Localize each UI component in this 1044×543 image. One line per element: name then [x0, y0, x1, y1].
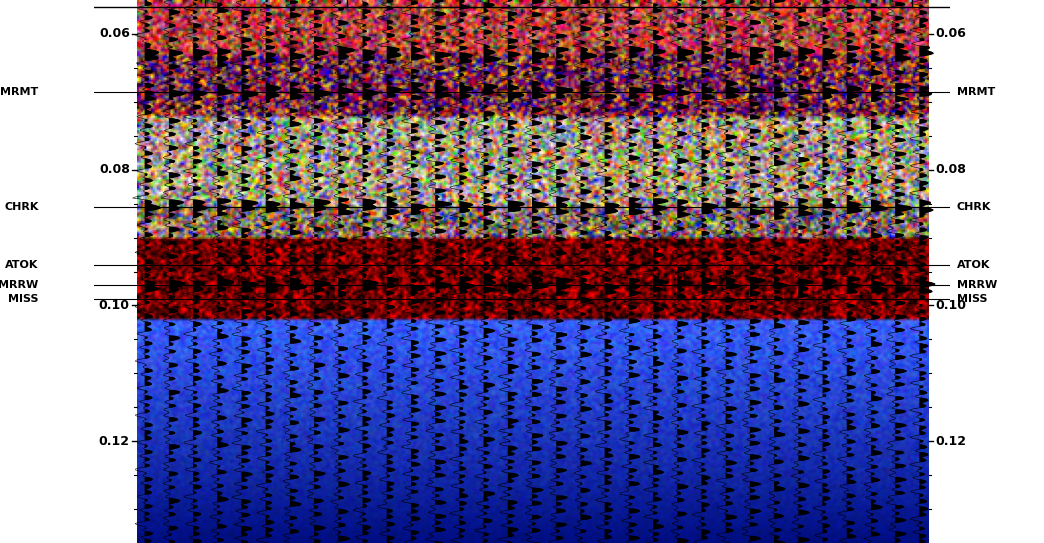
- Text: MRMT: MRMT: [957, 87, 995, 97]
- Text: 0.10: 0.10: [935, 299, 967, 312]
- Text: 0.06: 0.06: [99, 28, 129, 40]
- Text: MISS: MISS: [957, 294, 988, 304]
- Text: ATOK: ATOK: [5, 260, 39, 270]
- Text: 0.08: 0.08: [935, 163, 967, 176]
- Text: MRRW: MRRW: [957, 280, 997, 290]
- Text: CHRK: CHRK: [4, 202, 39, 212]
- Text: 0.08: 0.08: [99, 163, 129, 176]
- Text: 0.06: 0.06: [935, 28, 967, 40]
- Text: 0.12: 0.12: [935, 435, 967, 447]
- Text: ATOK: ATOK: [957, 260, 991, 270]
- Text: MISS: MISS: [8, 294, 39, 304]
- Text: 0.10: 0.10: [99, 299, 129, 312]
- Text: MRMT: MRMT: [0, 87, 39, 97]
- Text: 0.12: 0.12: [99, 435, 129, 447]
- Text: CHRK: CHRK: [957, 202, 992, 212]
- Text: MRRW: MRRW: [0, 280, 39, 290]
